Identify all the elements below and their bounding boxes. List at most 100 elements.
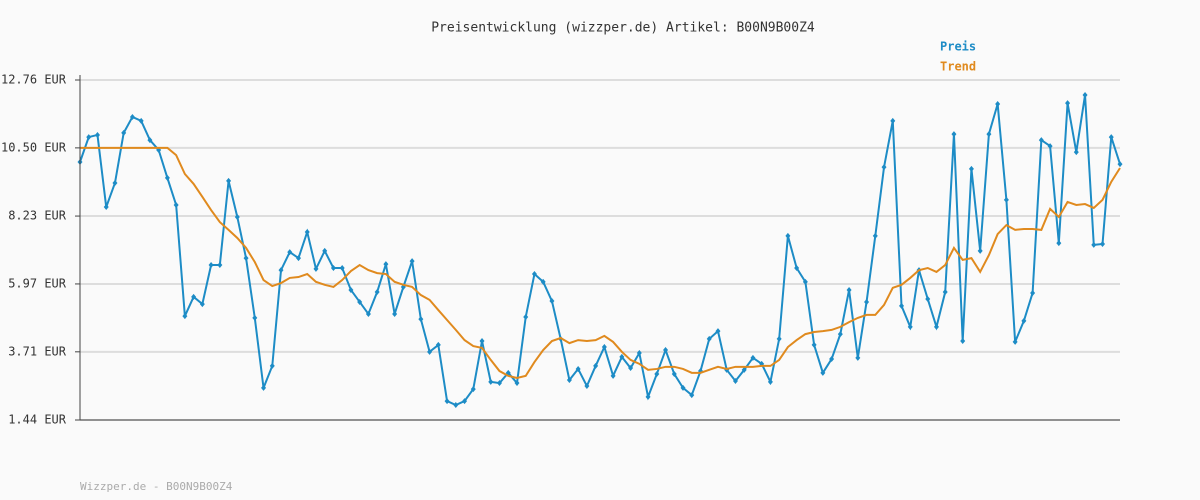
plot bbox=[77, 92, 1123, 408]
point-marker bbox=[986, 131, 992, 138]
point-marker bbox=[496, 380, 502, 387]
point-marker bbox=[453, 401, 459, 408]
point-marker bbox=[575, 365, 581, 372]
point-marker bbox=[977, 247, 983, 254]
point-marker bbox=[925, 295, 931, 302]
y-tick-label: 1.44 EUR bbox=[8, 413, 67, 427]
point-marker bbox=[103, 204, 109, 211]
y-tick-label: 3.71 EUR bbox=[8, 344, 67, 358]
point-marker bbox=[951, 131, 957, 138]
point-marker bbox=[435, 341, 441, 348]
point-marker bbox=[855, 354, 861, 361]
point-marker bbox=[715, 328, 721, 335]
point-marker bbox=[479, 338, 485, 345]
point-marker bbox=[811, 341, 817, 348]
point-marker bbox=[462, 398, 468, 405]
point-marker bbox=[226, 177, 232, 184]
point-marker bbox=[409, 258, 415, 265]
point-marker bbox=[741, 366, 747, 373]
point-marker bbox=[112, 180, 118, 187]
point-marker bbox=[706, 335, 712, 342]
point-marker bbox=[182, 313, 188, 320]
point-marker bbox=[1117, 161, 1123, 168]
point-marker bbox=[1021, 317, 1027, 324]
point-marker bbox=[907, 323, 913, 330]
point-marker bbox=[846, 286, 852, 293]
point-marker bbox=[304, 228, 310, 235]
point-marker bbox=[549, 298, 555, 305]
y-tick-label: 12.76 EUR bbox=[1, 73, 67, 87]
point-marker bbox=[1108, 134, 1114, 141]
point-marker bbox=[252, 314, 258, 321]
point-marker bbox=[1003, 196, 1009, 203]
point-marker bbox=[566, 377, 572, 384]
point-marker bbox=[942, 289, 948, 296]
point-marker bbox=[348, 286, 354, 293]
point-marker bbox=[164, 174, 170, 181]
chart-title: Preisentwicklung (wizzper.de) Artikel: B… bbox=[431, 21, 815, 36]
point-marker bbox=[392, 310, 398, 317]
point-marker bbox=[610, 372, 616, 379]
point-marker bbox=[654, 371, 660, 378]
point-marker bbox=[1065, 100, 1071, 107]
point-marker bbox=[663, 347, 669, 354]
point-marker bbox=[899, 302, 905, 309]
point-marker bbox=[540, 278, 546, 285]
point-marker bbox=[1056, 240, 1062, 247]
point-marker bbox=[890, 117, 896, 124]
y-tick-label: 8.23 EUR bbox=[8, 209, 67, 223]
point-marker bbox=[173, 201, 179, 208]
point-marker bbox=[365, 310, 371, 317]
point-marker bbox=[418, 316, 424, 323]
point-marker bbox=[357, 298, 363, 305]
y-tick-label: 5.97 EUR bbox=[8, 276, 67, 290]
point-marker bbox=[138, 117, 144, 124]
point-marker bbox=[960, 338, 966, 345]
point-marker bbox=[278, 267, 284, 274]
point-marker bbox=[645, 393, 651, 400]
point-marker bbox=[636, 350, 642, 357]
point-marker bbox=[322, 247, 328, 254]
point-marker bbox=[1012, 338, 1018, 345]
point-marker bbox=[1100, 240, 1106, 247]
point-marker bbox=[94, 131, 100, 138]
point-marker bbox=[1073, 149, 1079, 156]
point-marker bbox=[628, 365, 634, 372]
point-marker bbox=[383, 261, 389, 268]
point-marker bbox=[339, 265, 345, 272]
point-marker bbox=[514, 380, 520, 387]
series-line bbox=[80, 146, 1121, 379]
point-marker bbox=[732, 377, 738, 384]
point-marker bbox=[872, 232, 878, 239]
point-marker bbox=[802, 278, 808, 285]
y-tick-label: 10.50 EUR bbox=[1, 140, 67, 154]
point-marker bbox=[619, 353, 625, 360]
point-marker bbox=[968, 165, 974, 172]
point-marker bbox=[217, 262, 223, 269]
point-marker bbox=[601, 344, 607, 351]
point-marker bbox=[427, 348, 433, 355]
point-marker bbox=[313, 265, 319, 272]
point-marker bbox=[86, 134, 92, 141]
point-marker bbox=[1030, 289, 1036, 296]
point-marker bbox=[750, 354, 756, 361]
point-marker bbox=[881, 164, 887, 171]
point-marker bbox=[295, 255, 301, 262]
point-marker bbox=[488, 378, 494, 385]
point-marker bbox=[191, 293, 197, 300]
point-marker bbox=[243, 255, 249, 262]
point-marker bbox=[671, 371, 677, 378]
footer: Wizzper.de - B00N9B00Z4 bbox=[80, 480, 233, 493]
point-marker bbox=[330, 265, 336, 272]
point-marker bbox=[1082, 92, 1088, 99]
point-marker bbox=[593, 362, 599, 369]
point-marker bbox=[269, 362, 275, 369]
point-marker bbox=[234, 213, 240, 220]
point-marker bbox=[1091, 241, 1097, 248]
point-marker bbox=[531, 271, 537, 278]
point-marker bbox=[129, 113, 135, 120]
point-marker bbox=[794, 265, 800, 272]
point-marker bbox=[829, 356, 835, 363]
